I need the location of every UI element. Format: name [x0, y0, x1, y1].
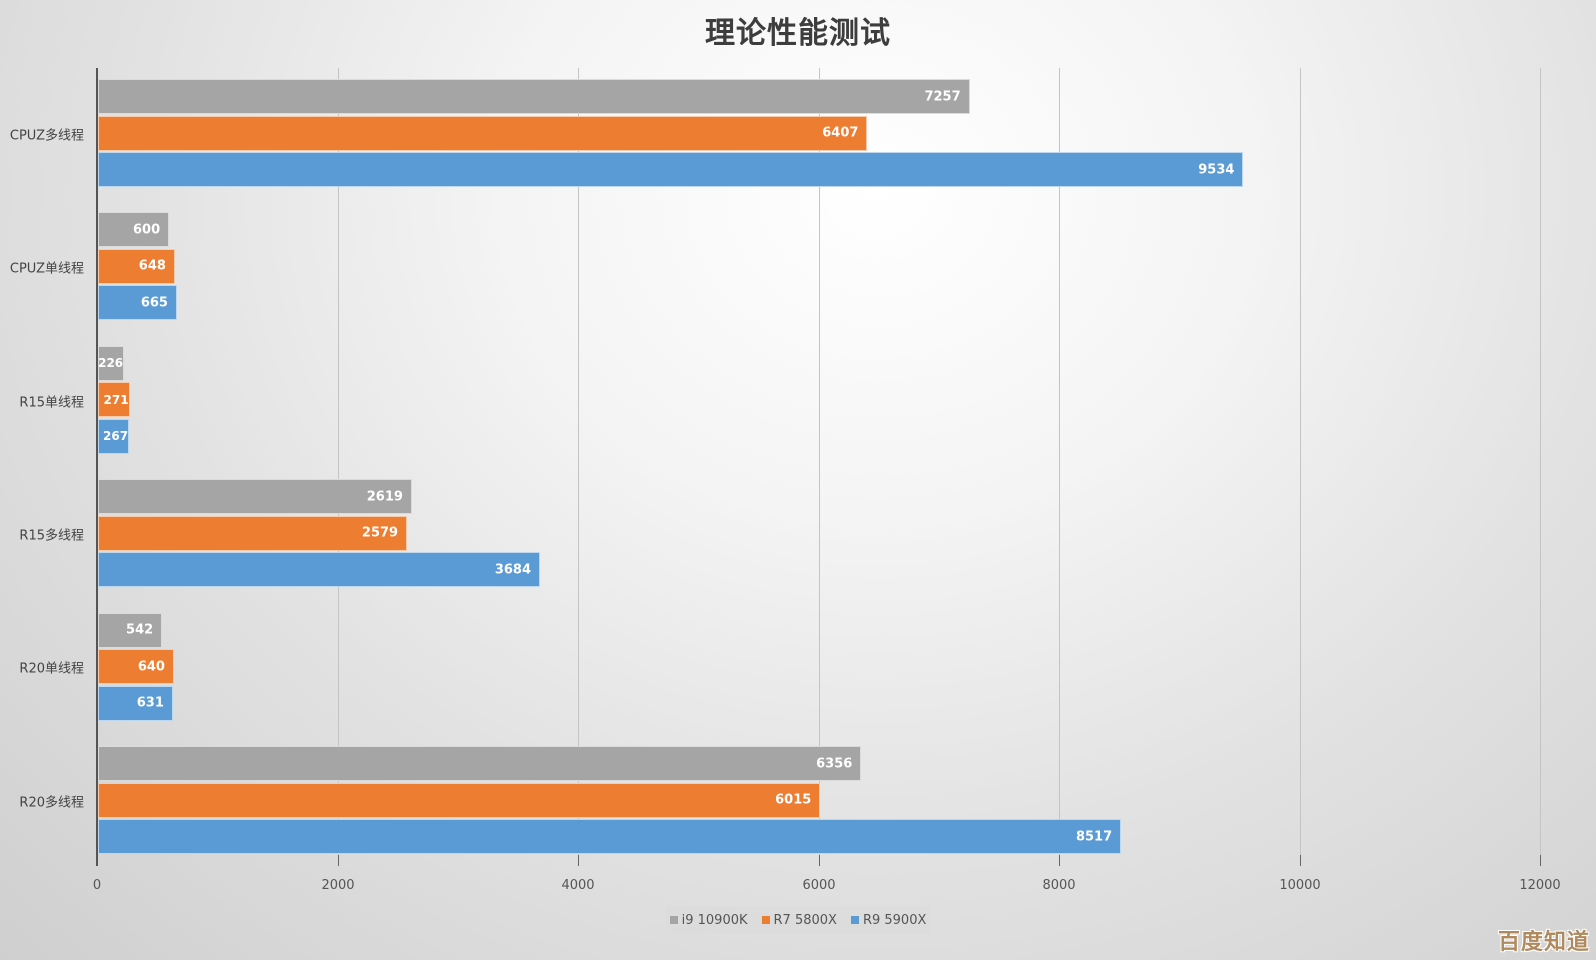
category-label: CPUZ单线程: [9, 261, 84, 277]
bar-r7-5800x[interactable]: 6015: [98, 782, 821, 818]
data-label: 631: [136, 695, 164, 711]
data-label: 665: [140, 295, 168, 311]
bar-r7-5800x[interactable]: 648: [98, 248, 175, 284]
legend-label: i9 10900K: [681, 912, 748, 928]
gridline: [1300, 68, 1301, 866]
data-label: 267: [103, 429, 129, 444]
bar-i9-10900k[interactable]: 226: [98, 345, 125, 381]
bar-i9-10900k[interactable]: 542: [98, 612, 163, 648]
data-label: 6356: [816, 756, 853, 771]
x-tick-label: 2000: [321, 878, 355, 893]
data-label: 271: [103, 392, 129, 407]
data-label: 2619: [366, 489, 403, 505]
x-tick: [819, 855, 820, 866]
x-tick-label: 10000: [1279, 878, 1321, 893]
bar-r7-5800x[interactable]: 640: [98, 649, 174, 685]
x-tick: [338, 855, 339, 866]
bar-i9-10900k[interactable]: 2619: [98, 479, 412, 515]
bar-r7-5800x[interactable]: 271: [98, 382, 130, 418]
legend-item: i9 10900K: [669, 912, 748, 928]
data-label: 600: [133, 222, 161, 238]
legend-swatch-icon: [761, 916, 770, 924]
bar-r9-5900x[interactable]: 631: [98, 685, 173, 721]
legend: i9 10900K R7 5800X R9 5900X: [666, 906, 930, 934]
gridline: [338, 68, 339, 866]
legend-item: R7 5800X: [761, 912, 837, 928]
x-tick-label: 12000: [1519, 878, 1561, 893]
x-tick: [1300, 855, 1301, 866]
gridline: [578, 68, 579, 866]
data-label: 226: [98, 356, 124, 371]
legend-item: R9 5900X: [850, 912, 927, 928]
legend-label: R9 5900X: [862, 912, 927, 928]
data-label: 2579: [361, 525, 399, 541]
data-label: 648: [138, 258, 166, 274]
legend-swatch-icon: [669, 916, 678, 924]
bar-r7-5800x[interactable]: 2579: [98, 515, 408, 551]
bar-r9-5900x[interactable]: 267: [98, 418, 130, 454]
x-tick-label: 4000: [561, 878, 595, 893]
data-label: 7257: [924, 89, 961, 104]
legend-label: R7 5800X: [773, 912, 837, 928]
x-tick-label: 0: [92, 878, 102, 893]
x-tick-label: 8000: [1042, 878, 1076, 893]
category-label: R20多线程: [19, 795, 84, 811]
bar-i9-10900k[interactable]: 6356: [98, 746, 862, 781]
x-tick: [1540, 855, 1541, 866]
data-label: 542: [126, 622, 154, 638]
bar-r7-5800x[interactable]: 6407: [98, 115, 868, 151]
x-tick: [1059, 855, 1060, 866]
watermark: 百度知道: [1497, 930, 1590, 955]
chart-title: 理论性能测试: [705, 16, 891, 51]
bar-i9-10900k[interactable]: 600: [98, 212, 170, 248]
data-label: 3684: [494, 562, 531, 578]
gridline: [819, 68, 820, 866]
category-label: CPUZ多线程: [9, 128, 84, 144]
gridline: [1059, 68, 1060, 866]
data-label: 6407: [822, 125, 859, 141]
data-label: 6015: [775, 792, 812, 808]
bar-r9-5900x[interactable]: 665: [98, 285, 177, 321]
category-label: R20单线程: [19, 661, 84, 677]
bar-r9-5900x[interactable]: 3684: [98, 552, 540, 588]
y-axis: [96, 68, 98, 866]
x-tick-label: 6000: [802, 878, 836, 893]
data-label: 8517: [1075, 829, 1113, 844]
x-tick: [578, 855, 579, 866]
gridline: [1540, 68, 1541, 866]
category-label: R15多线程: [19, 528, 84, 544]
bar-i9-10900k[interactable]: 7257: [98, 79, 970, 114]
bar-r9-5900x[interactable]: 8517: [98, 819, 1122, 854]
legend-swatch-icon: [850, 916, 859, 924]
data-label: 9534: [1198, 162, 1235, 177]
data-label: 640: [137, 659, 165, 675]
bar-r9-5900x[interactable]: 9534: [98, 152, 1244, 187]
category-label: R15单线程: [19, 395, 84, 411]
